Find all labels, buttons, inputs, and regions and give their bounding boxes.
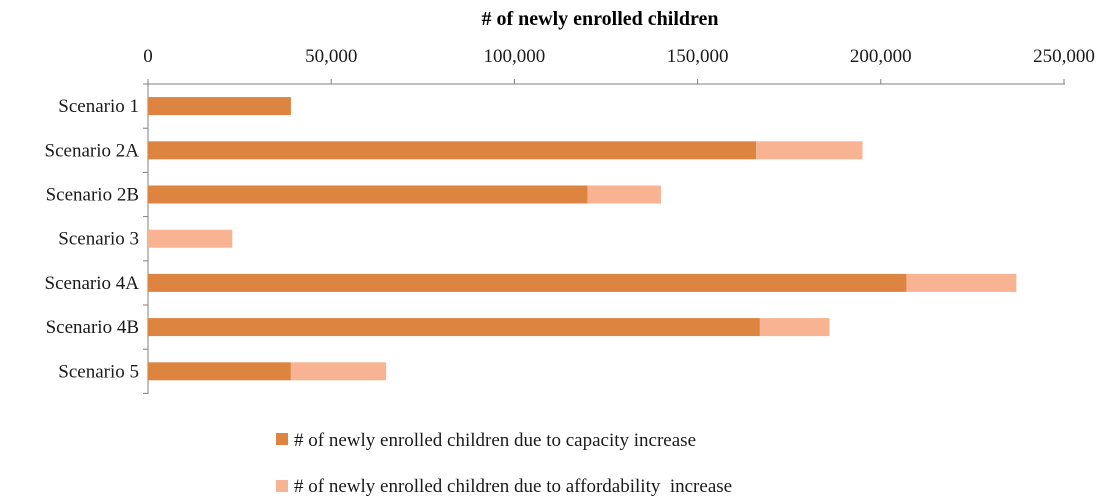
x-axis-ticks: 0 50,000 100,000 150,000 200,000 250,000 bbox=[143, 46, 1095, 394]
bar-capacity-4 bbox=[148, 273, 907, 292]
bar-affordability-2 bbox=[587, 185, 661, 204]
legend-swatch-affordability bbox=[276, 480, 288, 492]
legend-label-capacity: # of newly enrolled children due to capa… bbox=[294, 430, 696, 451]
bar-capacity-6 bbox=[148, 362, 291, 381]
bar-affordability-1 bbox=[756, 141, 863, 160]
bar-capacity-2 bbox=[148, 185, 588, 204]
bar-affordability-6 bbox=[290, 362, 387, 381]
category-label: Scenario 2A bbox=[45, 140, 140, 161]
bar-capacity-5 bbox=[148, 318, 760, 337]
category-label: Scenario 2B bbox=[46, 185, 139, 206]
x-tick-label: 200,000 bbox=[850, 46, 912, 67]
legend-swatch-capacity bbox=[276, 433, 288, 445]
bar-capacity-1 bbox=[148, 141, 757, 160]
category-label: Scenario 5 bbox=[58, 361, 139, 382]
x-tick-label: 50,000 bbox=[305, 46, 357, 67]
x-tick-label: 0 bbox=[143, 46, 153, 67]
category-label: Scenario 1 bbox=[58, 96, 139, 117]
bar-capacity-0 bbox=[148, 97, 291, 116]
x-tick-label: 250,000 bbox=[1033, 46, 1095, 67]
category-label: Scenario 4A bbox=[45, 273, 140, 294]
category-label: Scenario 3 bbox=[58, 229, 139, 250]
category-labels: Scenario 1 Scenario 2A Scenario 2B Scenario… bbox=[45, 96, 140, 382]
legend-label-affordability: # of newly enrolled children due to affo… bbox=[294, 476, 732, 497]
bar-affordability-3 bbox=[148, 229, 233, 248]
bars-group bbox=[148, 97, 1017, 381]
x-axis-title: # of newly enrolled children bbox=[481, 8, 718, 30]
bar-affordability-4 bbox=[906, 273, 1017, 292]
category-label: Scenario 4B bbox=[46, 317, 139, 338]
bar-affordability-5 bbox=[759, 318, 830, 337]
x-tick-label: 150,000 bbox=[667, 46, 729, 67]
x-tick-label: 100,000 bbox=[484, 46, 546, 67]
legend: # of newly enrolled children due to capa… bbox=[276, 430, 732, 497]
